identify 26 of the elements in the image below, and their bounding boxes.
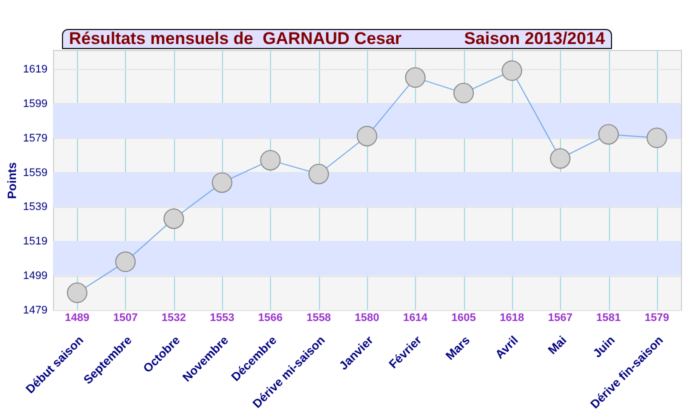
data-label: 1507 — [113, 312, 138, 324]
data-label: 1579 — [644, 312, 670, 324]
data-label: 1558 — [306, 312, 331, 324]
chart-subtitle: Saison 2013/2014 — [464, 29, 605, 49]
y-tick-label: 1579 — [23, 132, 48, 144]
y-tick-label: 1519 — [23, 236, 48, 248]
y-tick-label: 1599 — [23, 98, 48, 110]
y-tick-label: 1479 — [23, 304, 48, 316]
x-tick-label: Juin — [590, 333, 618, 360]
data-label: 1618 — [500, 312, 524, 324]
data-label: 1553 — [210, 312, 234, 324]
data-label: 1614 — [403, 312, 428, 324]
data-label: 1567 — [548, 312, 572, 324]
data-label: 1605 — [451, 312, 476, 324]
y-axis-title: Points — [5, 162, 20, 199]
data-label: 1489 — [64, 312, 90, 324]
y-tick-label: 1559 — [23, 166, 48, 179]
data-label: 1566 — [258, 312, 283, 324]
y-tick-label: 1619 — [23, 63, 48, 76]
chart-title: Résultats mensuels de GARNAUD Cesar — [69, 29, 402, 49]
data-label: 1580 — [354, 312, 380, 324]
y-tick-label: 1499 — [23, 270, 48, 282]
x-tick-label: Mai — [545, 333, 570, 358]
y-tick-label: 1539 — [23, 201, 48, 214]
data-label: 1581 — [596, 312, 621, 324]
data-label: 1532 — [162, 312, 186, 324]
